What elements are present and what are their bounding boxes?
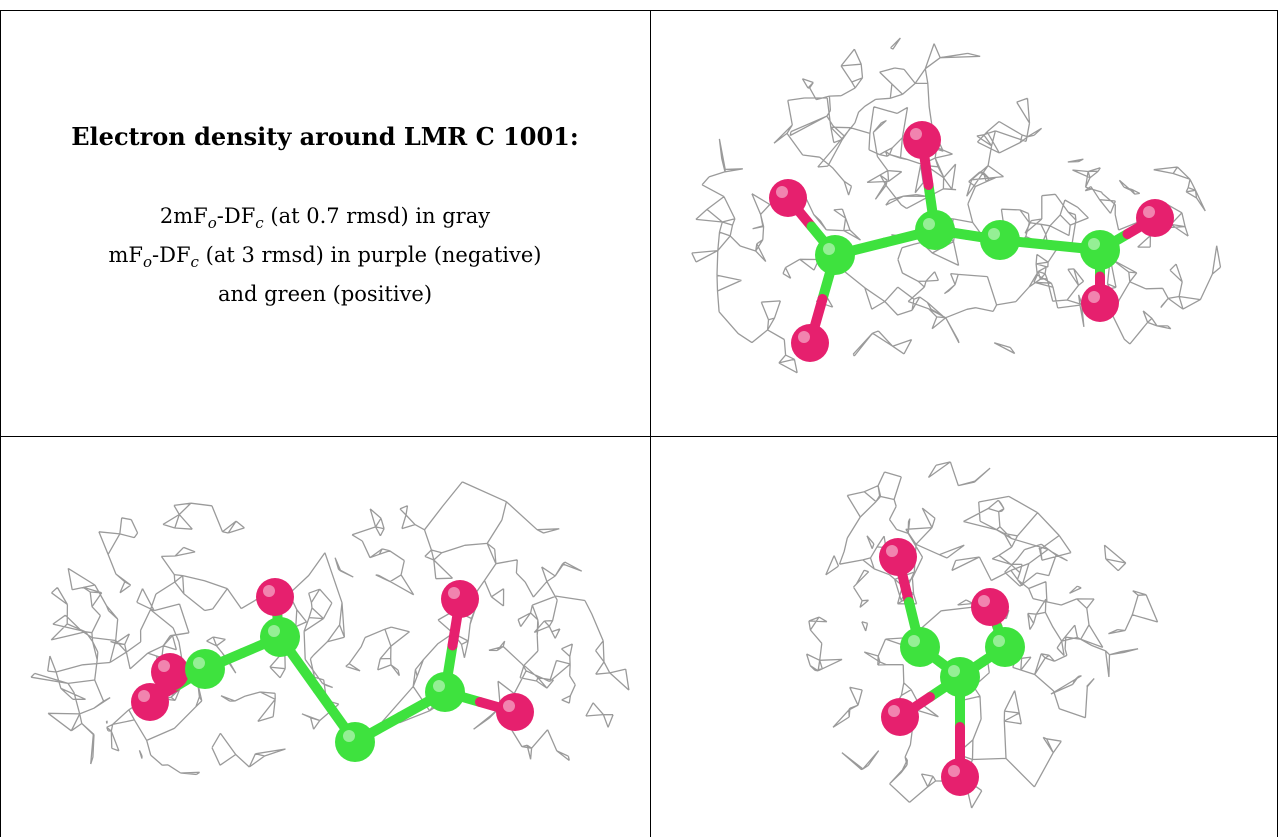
atom-highlight xyxy=(910,128,922,140)
oxygen-atom xyxy=(1081,284,1119,322)
atom-highlight xyxy=(993,635,1005,647)
electron-density-mesh xyxy=(30,481,630,776)
atom-highlight xyxy=(138,690,150,702)
carbon-atom xyxy=(940,657,980,697)
ligand-model xyxy=(879,538,1025,796)
oxygen-atom xyxy=(151,653,189,691)
figure-title: Electron density around LMR C 1001: xyxy=(71,122,579,151)
carbon-atom xyxy=(980,220,1020,260)
atom-highlight xyxy=(776,186,788,198)
atom-highlight xyxy=(433,680,445,692)
atom-highlight xyxy=(948,765,960,777)
atom-highlight xyxy=(503,700,515,712)
carbon-atom xyxy=(915,210,955,250)
oxygen-atom xyxy=(1136,199,1174,237)
map-legend: 2mFo-DFc (at 0.7 rmsd) in gray mFo-DFc (… xyxy=(0,200,650,310)
atom-highlight xyxy=(158,660,170,672)
atom-highlight xyxy=(343,730,355,742)
atom-highlight xyxy=(988,228,1000,240)
atom-highlight xyxy=(1088,238,1100,250)
atom-highlight xyxy=(263,585,275,597)
atom-highlight xyxy=(888,705,900,717)
oxygen-atom xyxy=(256,578,294,616)
ligand-model xyxy=(769,121,1174,362)
atom-highlight xyxy=(268,625,280,637)
atom-highlight xyxy=(908,635,920,647)
carbon-atom xyxy=(1080,230,1120,270)
oxygen-atom xyxy=(791,324,829,362)
oxygen-atom xyxy=(881,698,919,736)
oxygen-atom xyxy=(879,538,917,576)
oxygen-atom xyxy=(903,121,941,159)
carbon-atom xyxy=(425,672,465,712)
atom-highlight xyxy=(1088,291,1100,303)
legend-cell: Electron density around LMR C 1001: 2mFo… xyxy=(0,0,650,437)
view-top-right xyxy=(650,0,1278,437)
oxygen-atom xyxy=(971,588,1009,626)
electron-density-mesh xyxy=(805,461,1159,809)
oxygen-atom xyxy=(131,683,169,721)
legend-line-positive: and green (positive) xyxy=(217,282,433,307)
atom-highlight xyxy=(923,218,935,230)
density-view-2 xyxy=(30,481,630,776)
legend-line-2fo-fc: 2mFo-DFc (at 0.7 rmsd) in gray xyxy=(159,204,491,233)
atom-highlight xyxy=(1143,206,1155,218)
atom-highlight xyxy=(823,243,835,255)
oxygen-atom xyxy=(941,758,979,796)
atom-highlight xyxy=(886,545,898,557)
density-view-3 xyxy=(805,461,1159,809)
view-bottom-left xyxy=(0,437,650,837)
atom-highlight xyxy=(448,587,460,599)
ligand-model xyxy=(131,578,534,762)
atom-highlight xyxy=(978,595,990,607)
carbon-atom xyxy=(185,649,225,689)
density-view-1 xyxy=(691,37,1222,374)
view-bottom-right xyxy=(650,437,1278,837)
atom-highlight xyxy=(798,331,810,343)
oxygen-atom xyxy=(441,580,479,618)
atom-highlight xyxy=(193,657,205,669)
carbon-atom xyxy=(260,617,300,657)
atom-highlight xyxy=(948,665,960,677)
oxygen-atom xyxy=(496,693,534,731)
legend-line-fo-fc: mFo-DFc (at 3 rmsd) in purple (negative) xyxy=(108,243,542,272)
carbon-atom xyxy=(815,235,855,275)
oxygen-atom xyxy=(769,179,807,217)
carbon-atom xyxy=(985,627,1025,667)
carbon-atom xyxy=(900,627,940,667)
carbon-atom xyxy=(335,722,375,762)
